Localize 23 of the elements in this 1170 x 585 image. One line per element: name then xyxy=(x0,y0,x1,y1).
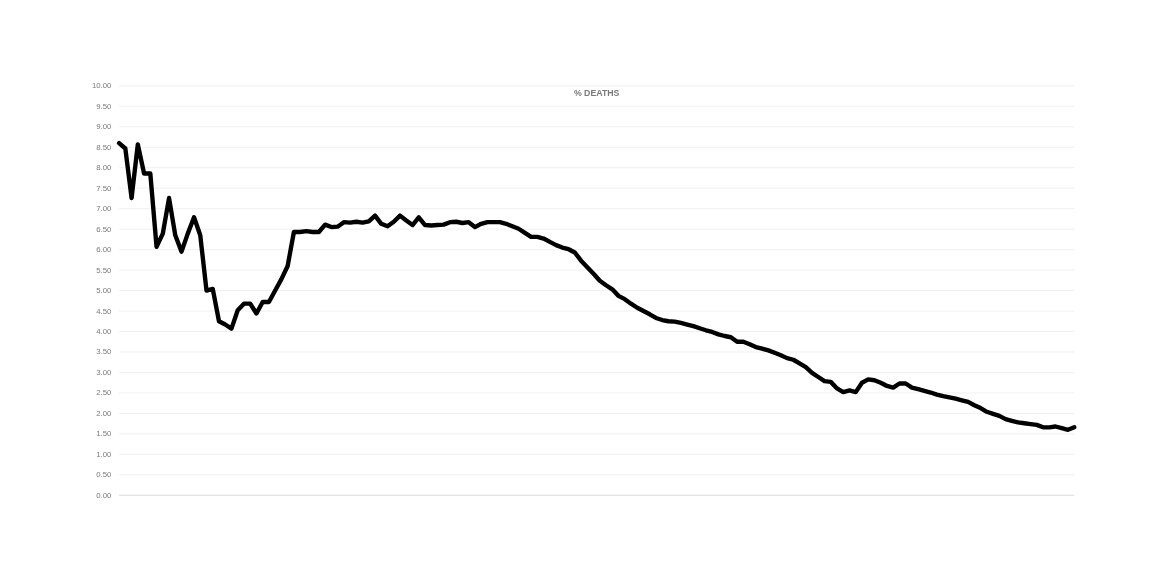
y-tick-label: 5.50 xyxy=(96,265,112,275)
y-tick-label: 9.00 xyxy=(96,122,112,132)
chart-title: % DEATHS xyxy=(573,87,620,98)
y-tick-label: 3.50 xyxy=(96,347,112,357)
y-tick-label: 4.00 xyxy=(96,326,112,336)
y-tick-label: 3.00 xyxy=(96,367,112,377)
y-tick-label: 2.50 xyxy=(96,388,112,398)
y-tick-label: 8.50 xyxy=(96,142,112,152)
y-tick-label: 0.50 xyxy=(96,470,112,480)
y-tick-label: 4.50 xyxy=(96,306,112,316)
y-tick-label: 1.50 xyxy=(96,429,112,439)
y-tick-label: 8.00 xyxy=(96,163,112,173)
y-tick-label: 7.00 xyxy=(96,204,112,214)
y-tick-label: 6.50 xyxy=(96,224,112,234)
line-series xyxy=(116,140,1077,432)
y-tick-label: 2.00 xyxy=(96,408,112,418)
y-tick-label: 5.00 xyxy=(96,286,112,296)
y-tick-label: 7.50 xyxy=(96,183,112,193)
y-tick-label: 6.00 xyxy=(96,245,112,255)
y-tick-label: 0.00 xyxy=(96,490,112,500)
y-tick-label: 10.00 xyxy=(91,81,112,91)
y-tick-label: 9.50 xyxy=(96,101,112,111)
y-tick-label: 1.00 xyxy=(96,449,112,459)
